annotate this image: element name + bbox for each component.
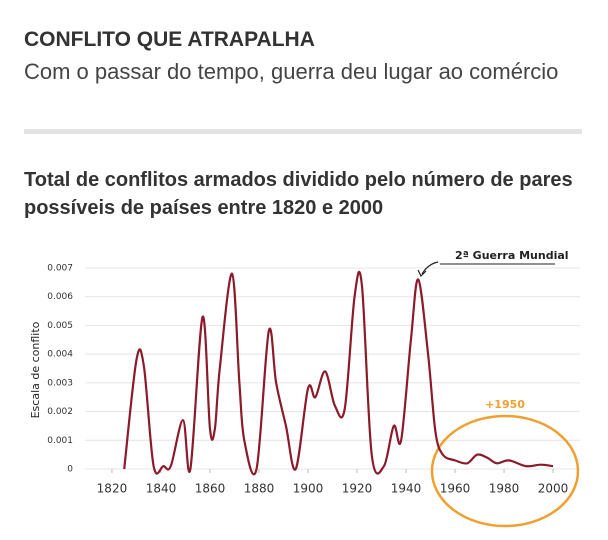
y-tick-label: 0.003 bbox=[47, 378, 73, 388]
y-axis-label: Escala de conflito bbox=[29, 321, 42, 418]
x-tick-label: 1860 bbox=[195, 482, 226, 496]
divider bbox=[24, 129, 582, 134]
y-tick-label: 0.005 bbox=[47, 321, 73, 331]
annotation: +1950 bbox=[485, 398, 525, 411]
x-tick-label: 1940 bbox=[391, 482, 422, 496]
x-tick-label: 2000 bbox=[538, 482, 569, 496]
y-tick-label: 0 bbox=[67, 465, 73, 475]
y-tick-label: 0.007 bbox=[47, 264, 73, 274]
x-tick-label: 1900 bbox=[293, 482, 324, 496]
chart-title: Total de conflitos armados dividido pelo… bbox=[24, 169, 573, 219]
annotation-arrow bbox=[421, 261, 439, 275]
subtitle: Com o passar do tempo, guerra deu lugar … bbox=[24, 59, 559, 84]
x-tick-label: 1880 bbox=[244, 482, 275, 496]
highlight-ellipse bbox=[430, 414, 580, 528]
headline: CONFLITO QUE ATRAPALHA bbox=[24, 28, 315, 51]
annotation: 2ª Guerra Mundial bbox=[455, 249, 569, 262]
x-tick-label: 1960 bbox=[440, 482, 471, 496]
y-tick-label: 0.006 bbox=[47, 292, 73, 302]
x-tick-label: 1820 bbox=[97, 482, 128, 496]
x-tick-label: 1980 bbox=[489, 482, 520, 496]
y-tick-label: 0.004 bbox=[47, 350, 73, 360]
x-tick-label: 1920 bbox=[342, 482, 373, 496]
data-line bbox=[123, 270, 554, 476]
x-tick-label: 1840 bbox=[146, 482, 177, 496]
arrow-head bbox=[417, 269, 427, 278]
y-tick-label: 0.002 bbox=[47, 407, 73, 417]
y-tick-label: 0.001 bbox=[47, 436, 73, 446]
